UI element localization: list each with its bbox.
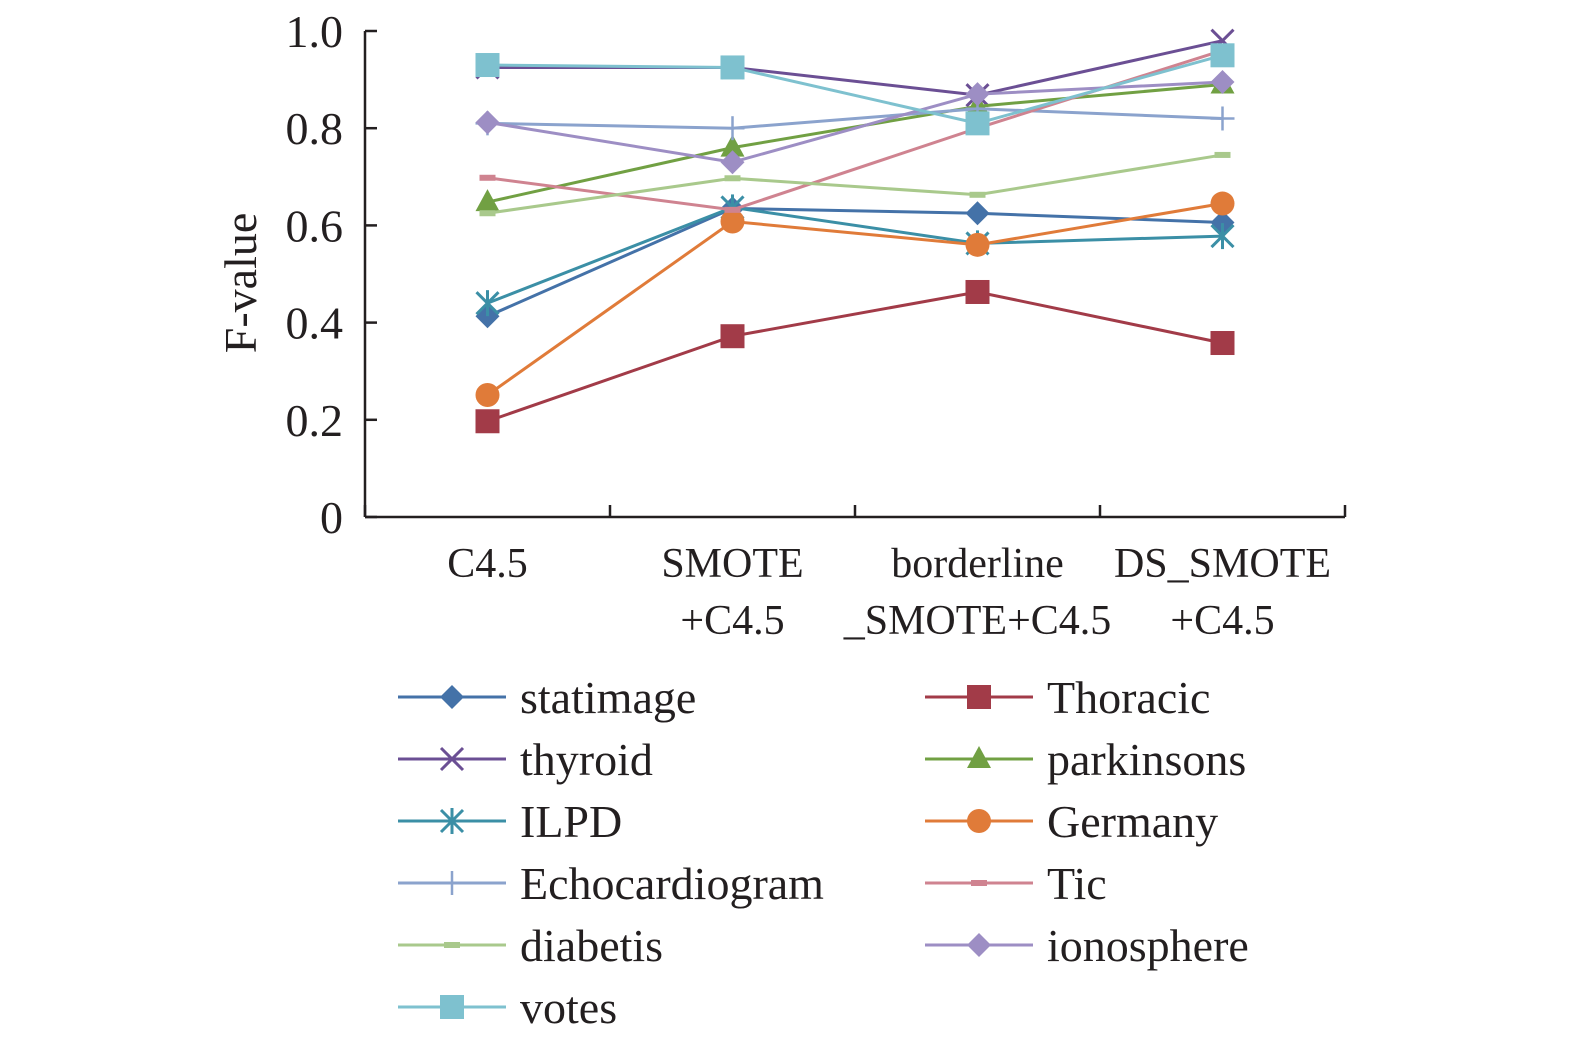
data-point (965, 82, 990, 107)
y-axis-title: F-value (215, 213, 266, 354)
y-tick-label: 1.0 (286, 6, 344, 57)
legend-marker (967, 809, 991, 833)
data-point (965, 232, 990, 257)
axes: 0 0.2 0.4 0.6 0.8 1.0 C4.5 SMOTE +C4.5 borderline… (215, 6, 1347, 644)
legend-marker (440, 685, 464, 709)
x-tick-label: +C4.5 (1170, 598, 1274, 644)
series-line (487, 290, 1223, 423)
legend-item-ionosphere: ionosphere (925, 920, 1249, 971)
data-point (724, 206, 741, 213)
series-ionosphere (475, 70, 1235, 175)
series-layer (475, 28, 1235, 434)
legend-marker (967, 933, 991, 957)
series-line (487, 82, 1223, 204)
legend-item-diabetis: diabetis (398, 920, 663, 971)
data-point (969, 191, 986, 198)
x-tick-label: DS_SMOTE (1114, 541, 1331, 587)
data-point (1210, 331, 1235, 356)
data-point (965, 111, 990, 136)
legend-label: votes (520, 982, 617, 1033)
legend-label: statimage (520, 672, 696, 723)
legend-marker (967, 685, 991, 709)
data-point (475, 110, 500, 135)
data-point (1214, 151, 1231, 158)
series-diabetis (479, 151, 1231, 217)
data-point (475, 290, 500, 317)
x-tick-label: _SMOTE+C4.5 (843, 598, 1112, 644)
legend-marker (440, 995, 464, 1019)
data-point (965, 279, 990, 304)
series-line (487, 53, 1223, 125)
data-point (1210, 106, 1235, 131)
legend-label: Tic (1047, 858, 1107, 909)
series-ilpd (475, 194, 1235, 317)
legend-label: Germany (1047, 796, 1218, 847)
legend-label: Thoracic (1047, 672, 1210, 723)
series-line (486, 206, 1223, 318)
y-tick-label: 0 (320, 492, 343, 543)
series-line (486, 205, 1223, 305)
y-tick-label: 0.4 (286, 298, 344, 349)
series-echocardiogram (475, 96, 1235, 141)
data-point (475, 383, 500, 408)
legend-marker (440, 871, 464, 895)
legend: statimage Thoracic thyroid parkinsons ILPD Ge… (398, 672, 1249, 1033)
data-point (1210, 191, 1235, 216)
data-point (965, 201, 990, 226)
data-point (475, 409, 500, 434)
legend-marker (967, 746, 991, 768)
legend-item-tic: Tic (925, 858, 1107, 909)
data-point (479, 210, 496, 217)
data-point (475, 189, 500, 212)
x-tick-label: borderline (891, 541, 1064, 587)
data-point (720, 116, 745, 141)
legend-marker (971, 880, 987, 886)
x-tick-label: SMOTE (661, 541, 803, 587)
data-point (720, 55, 745, 80)
legend-item-germany: Germany (925, 796, 1218, 847)
series-tic (479, 47, 1231, 213)
legend-label: parkinsons (1047, 734, 1246, 785)
series-line (487, 153, 1223, 215)
data-point (720, 134, 745, 157)
series-germany (475, 191, 1235, 408)
data-point (720, 209, 745, 234)
legend-item-echocardiogram: Echocardiogram (398, 858, 824, 909)
data-point (720, 324, 745, 349)
y-tick-label: 0.6 (286, 200, 344, 251)
series-thoracic (475, 279, 1235, 434)
x-tick-label: +C4.5 (680, 598, 784, 644)
legend-item-thyroid: thyroid (398, 734, 653, 785)
legend-label: ILPD (520, 796, 622, 847)
data-point (479, 174, 496, 181)
legend-marker (439, 746, 465, 772)
legend-marker (439, 808, 465, 834)
data-point (1210, 223, 1235, 250)
legend-item-statimage: statimage (398, 672, 696, 723)
legend-item-thoracic: Thoracic (925, 672, 1210, 723)
series-line (487, 107, 1223, 130)
legend-item-votes: votes (398, 982, 617, 1033)
legend-label: ionosphere (1047, 920, 1249, 971)
y-tick-label: 0.8 (286, 103, 344, 154)
data-point (475, 53, 500, 78)
legend-marker (444, 942, 460, 948)
x-tick-label: C4.5 (447, 541, 528, 587)
legend-label: thyroid (520, 734, 653, 785)
series-line (486, 202, 1223, 397)
data-point (720, 150, 745, 175)
legend-item-ilpd: ILPD (398, 796, 622, 847)
data-point (1210, 43, 1235, 68)
series-votes (475, 43, 1235, 136)
y-tick-label: 0.2 (286, 395, 344, 446)
data-point (724, 175, 741, 182)
data-point (1210, 70, 1235, 95)
legend-item-parkinsons: parkinsons (925, 734, 1246, 785)
legend-label: diabetis (520, 920, 663, 971)
legend-label: Echocardiogram (520, 858, 824, 909)
